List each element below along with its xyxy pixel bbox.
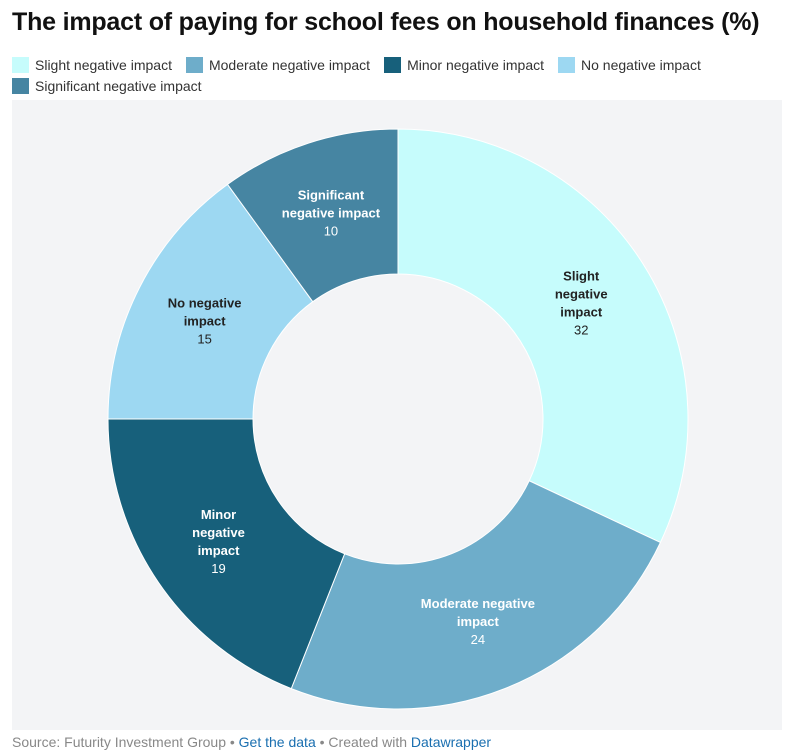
slice-label-3: No negative impact 15 xyxy=(168,295,242,346)
slice-value: 24 xyxy=(471,632,485,647)
slice-value: 19 xyxy=(211,561,225,576)
source-text: Source: Futurity Investment Group xyxy=(12,734,226,750)
slice-label-text: negative xyxy=(192,525,245,540)
slice-label-text: Minor xyxy=(201,507,236,522)
legend-label: No negative impact xyxy=(581,56,701,73)
slice-label-4: Significant negative impact 10 xyxy=(282,188,381,239)
slice-label-text: negative xyxy=(555,287,608,302)
slice-label-text: Significant xyxy=(298,188,365,203)
slice-label-text: Moderate negative xyxy=(421,596,535,611)
legend-swatch xyxy=(384,56,402,73)
legend-swatch xyxy=(12,77,29,94)
legend: Slight negative impact Moderate negative… xyxy=(12,54,782,96)
legend-item-moderate: Moderate negative impact xyxy=(185,56,371,73)
legend-row: Significant negative impact xyxy=(12,75,782,96)
slice-value: 10 xyxy=(324,224,338,239)
slice-label-2: Minor negative impact 19 xyxy=(192,507,245,576)
footer: Source: Futurity Investment Group • Get … xyxy=(12,734,491,750)
separator: • xyxy=(315,734,329,750)
legend-swatch xyxy=(185,56,203,73)
slice-label-0: Slight negative impact 32 xyxy=(555,269,608,338)
legend-swatch xyxy=(558,56,576,73)
donut-slice-2[interactable] xyxy=(107,418,346,690)
slice-label-text: No negative xyxy=(168,295,242,310)
slice-label-text: Slight xyxy=(563,269,600,284)
donut-slice-3[interactable] xyxy=(107,183,314,420)
legend-row: Slight negative impact Moderate negative… xyxy=(12,54,782,75)
slice-label-1: Moderate negative impact 24 xyxy=(421,596,535,647)
created-with-text: Created with xyxy=(328,734,408,750)
legend-item-minor: Minor negative impact xyxy=(384,56,545,73)
get-the-data-link[interactable]: Get the data xyxy=(238,734,316,750)
slice-label-text: impact xyxy=(198,543,241,558)
legend-label: Significant negative impact xyxy=(35,77,202,94)
donut-slice-0[interactable] xyxy=(397,128,689,544)
donut-slice-1[interactable] xyxy=(290,480,662,710)
slice-value: 15 xyxy=(197,331,211,346)
slice-label-text: impact xyxy=(457,614,500,629)
separator: • xyxy=(225,734,239,750)
legend-item-significant: Significant negative impact xyxy=(12,77,202,94)
donut-slice-4[interactable] xyxy=(226,128,399,303)
legend-label: Moderate negative impact xyxy=(208,56,371,73)
slice-label-text: impact xyxy=(184,313,227,328)
slice-value: 32 xyxy=(574,323,588,338)
legend-item-slight: Slight negative impact xyxy=(12,56,172,73)
chart-title: The impact of paying for school fees on … xyxy=(12,8,760,36)
legend-swatch xyxy=(12,56,29,73)
datawrapper-link[interactable]: Datawrapper xyxy=(410,734,492,750)
legend-label: Slight negative impact xyxy=(35,56,172,73)
slice-label-text: negative impact xyxy=(282,206,381,221)
legend-item-none: No negative impact xyxy=(558,56,701,73)
slice-label-text: impact xyxy=(560,305,603,320)
legend-label: Minor negative impact xyxy=(407,56,545,73)
